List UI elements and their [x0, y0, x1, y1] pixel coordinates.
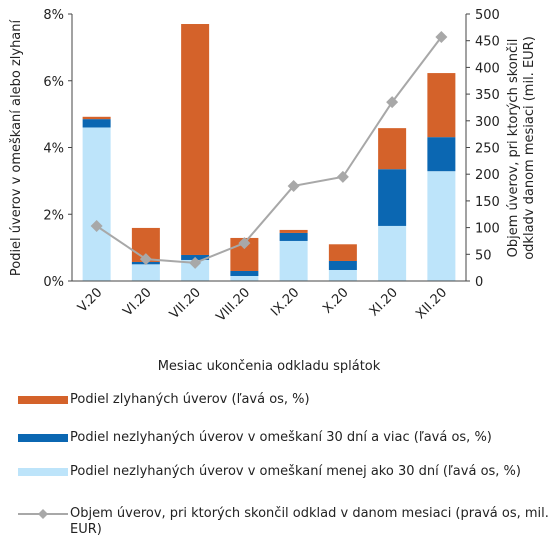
bar-segment: [378, 225, 407, 281]
x-tick-label: X.20: [320, 285, 352, 317]
x-tick-label: VII.20: [167, 285, 204, 322]
y-tick-label: 8%: [43, 8, 64, 23]
bar-segment: [181, 259, 210, 281]
bar-segment: [279, 240, 308, 281]
y2-tick-label: 100: [475, 222, 500, 237]
line-marker: [435, 30, 448, 43]
legend-label: Podiel nezlyhaných úverov v omeškaní men…: [70, 464, 521, 479]
y2-axis-title: Objem úverov, pri ktorých skončil: [506, 39, 521, 258]
bar-segment: [427, 73, 456, 138]
bar-segment: [279, 229, 308, 233]
line-marker: [336, 170, 349, 183]
bar-segment: [328, 244, 357, 261]
legend-label: Podiel nezlyhaných úverov v omeškaní 30 …: [70, 430, 492, 445]
y-tick-label: 2%: [43, 208, 64, 223]
legend-swatch: [18, 509, 68, 519]
bar-segment: [181, 24, 210, 255]
line-marker: [139, 253, 152, 266]
y2-tick-label: 150: [475, 195, 500, 210]
y2-tick-label: 500: [475, 8, 500, 23]
legend-label: Podiel zlyhaných úverov (ľavá os, %): [70, 392, 310, 407]
y2-tick-label: 350: [475, 88, 500, 103]
bar-segment: [328, 260, 357, 270]
y2-tick-label: 400: [475, 61, 500, 76]
legend-swatch: [18, 468, 68, 476]
y2-tick-label: 250: [475, 142, 500, 157]
x-tick-label: XI.20: [367, 285, 401, 319]
bar-segment: [82, 116, 111, 120]
x-axis-title: Mesiac ukončenia odkladu splátok: [158, 359, 381, 374]
bar-segment: [131, 264, 160, 281]
y2-tick-label: 0: [475, 275, 483, 290]
bar-segment: [82, 119, 111, 128]
x-tick-label: IX.20: [268, 285, 302, 319]
y2-axis-title: odkladv danom mesiaci (mil. EUR): [522, 36, 537, 260]
x-tick-label: VI.20: [120, 285, 154, 319]
x-tick-label: XII.20: [413, 285, 450, 322]
y2-tick-label: 450: [475, 35, 500, 50]
bar-segment: [378, 128, 407, 170]
line-marker: [90, 219, 103, 232]
y-tick-label: 6%: [43, 75, 64, 90]
chart: Podiel úverov v omeškaní alebo zlyhaní O…: [9, 8, 537, 374]
x-tick-label: V.20: [75, 285, 105, 315]
line-marker: [386, 96, 399, 109]
bar-segment: [427, 171, 456, 281]
line-marker: [287, 179, 300, 192]
y-axis-title: Podiel úverov v omeškaní alebo zlyhaní: [9, 19, 24, 276]
bar-segment: [230, 275, 259, 281]
y2-tick-label: 200: [475, 168, 500, 183]
y-tick-label: 0%: [43, 275, 64, 290]
legend-swatch: [18, 434, 68, 442]
bar-segment: [378, 169, 407, 226]
y-tick-label: 4%: [43, 142, 64, 157]
bar-segment: [427, 137, 456, 172]
line-marker: [189, 256, 202, 269]
y2-tick-label: 300: [475, 115, 500, 130]
legend-swatch: [18, 396, 68, 404]
line-marker: [238, 237, 251, 250]
y2-tick-label: 50: [475, 248, 492, 263]
bar-segment: [279, 232, 308, 241]
x-tick-label: VIII.20: [214, 285, 254, 325]
bar-segment: [328, 269, 357, 281]
bar-segment: [82, 127, 111, 281]
bar-segment: [230, 270, 259, 276]
line: [96, 36, 443, 264]
legend-label: Objem úverov, pri ktorých skončil odklad…: [70, 506, 549, 537]
